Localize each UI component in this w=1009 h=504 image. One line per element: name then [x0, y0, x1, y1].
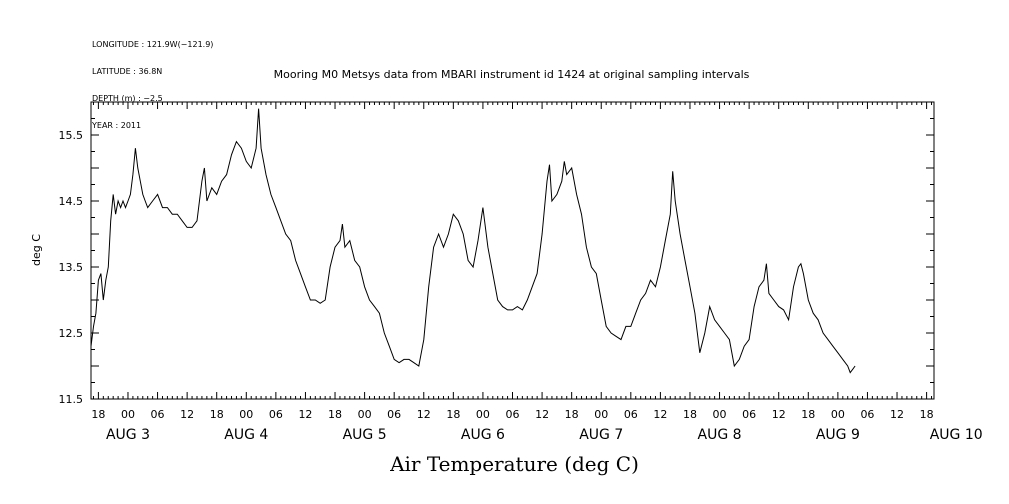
x-tick-label: 18 — [565, 408, 579, 421]
series-line — [90, 108, 856, 374]
day-label: AUG 7 — [579, 427, 623, 443]
x-tick-label: 18 — [683, 408, 697, 421]
x-tick-label: 12 — [772, 408, 786, 421]
x-tick-label: 12 — [890, 408, 904, 421]
x-tick-labels: 18 00 06 12 18 00 06 12 18 00 06 12 18 00 06 12 18 00 06 12… — [91, 408, 933, 421]
x-tick-label: 00 — [121, 408, 135, 421]
day-label: AUG 10 — [930, 427, 983, 443]
x-tick-label: 00 — [239, 408, 253, 421]
day-label: AUG 4 — [224, 427, 268, 443]
x-tick-label: 18 — [801, 408, 815, 421]
day-label: AUG 9 — [816, 427, 860, 443]
x-tick-label: 12 — [298, 408, 312, 421]
meta-year: YEAR : 2011 — [92, 121, 142, 130]
y-axis-label: deg C — [30, 234, 43, 266]
meta-depth: DEPTH (m) : −2.5 — [92, 94, 163, 103]
y-tick-label: 13.5 — [59, 261, 84, 274]
x-tick-label: 18 — [328, 408, 342, 421]
x-tick-label: 06 — [387, 408, 401, 421]
chart-title: Mooring M0 Metsys data from MBARI instru… — [273, 68, 750, 81]
y-tick-label: 12.5 — [59, 327, 84, 340]
plot-frame — [90, 101, 935, 400]
x-tick-label: 12 — [417, 408, 431, 421]
x-tick-label: 06 — [742, 408, 756, 421]
x-tick-label: 00 — [713, 408, 727, 421]
day-label: AUG 5 — [343, 427, 387, 443]
day-label: AUG 8 — [698, 427, 742, 443]
y-tick-label: 14.5 — [59, 195, 84, 208]
x-tick-label: 18 — [920, 408, 934, 421]
day-label: AUG 3 — [106, 427, 150, 443]
x-tick-label: 18 — [91, 408, 105, 421]
x-tick-label: 00 — [358, 408, 372, 421]
x-tick-label: 06 — [624, 408, 638, 421]
x-tick-label: 18 — [210, 408, 224, 421]
x-tick-label: 06 — [269, 408, 283, 421]
day-labels: AUG 3 AUG 4 AUG 5 AUG 6 AUG 7 AUG 8 AUG 9 AUG 1… — [106, 427, 983, 443]
y-tick-label: 15.5 — [59, 129, 84, 142]
y-tick-labels: 11.5 12.5 13.5 14.5 15.5 — [59, 129, 84, 406]
x-tick-label: 00 — [831, 408, 845, 421]
metadata-block: LONGITUDE : 121.9W(−121.9) LATITUDE : 36… — [92, 22, 213, 139]
x-tick-label: 06 — [151, 408, 165, 421]
day-label: AUG 6 — [461, 427, 505, 443]
x-tick-label: 12 — [535, 408, 549, 421]
x-tick-label: 06 — [860, 408, 874, 421]
x-axis-title: Air Temperature (deg C) — [390, 452, 639, 476]
x-tick-label: 18 — [446, 408, 460, 421]
x-tick-label: 12 — [180, 408, 194, 421]
y-tick-label: 11.5 — [59, 393, 84, 406]
meta-longitude: LONGITUDE : 121.9W(−121.9) — [92, 40, 214, 49]
x-tick-label: 12 — [653, 408, 667, 421]
x-tick-label: 06 — [506, 408, 520, 421]
x-tick-label: 00 — [476, 408, 490, 421]
x-tick-label: 00 — [594, 408, 608, 421]
axis-ticks — [91, 101, 934, 400]
meta-latitude: LATITUDE : 36.8N — [92, 67, 163, 76]
